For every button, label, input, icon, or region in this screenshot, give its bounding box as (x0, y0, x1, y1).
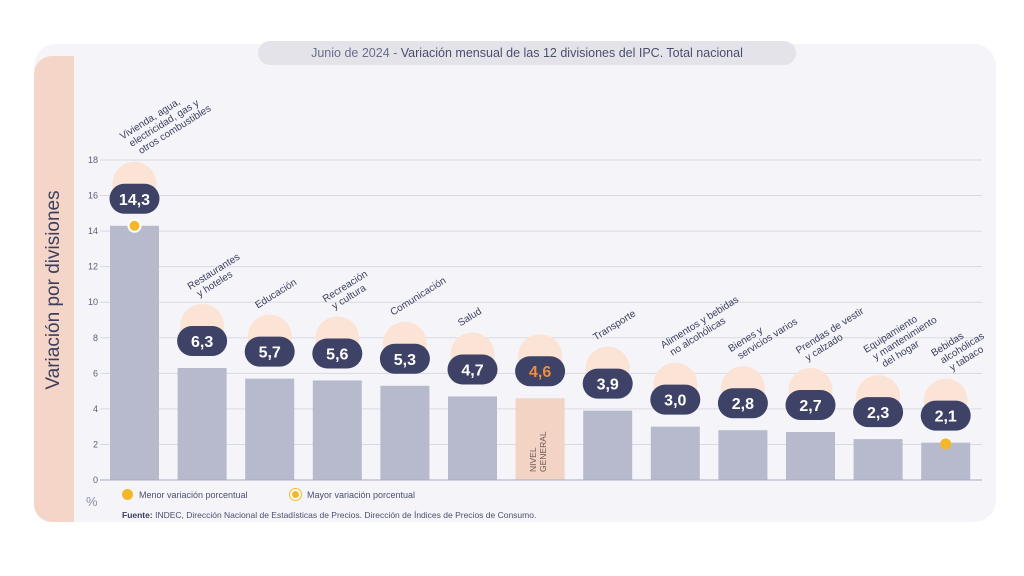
bar (650, 426, 700, 480)
source-note: Fuente: INDEC, Dirección Nacional de Est… (122, 510, 536, 520)
source-text: INDEC, Dirección Nacional de Estadística… (155, 510, 537, 520)
value-badge (109, 183, 160, 214)
value-badge (785, 390, 836, 420)
data-label: 4,7 (461, 362, 483, 379)
bar (515, 398, 565, 480)
bar (583, 410, 633, 480)
min-marker-icon (122, 489, 133, 500)
data-label: 2,1 (935, 409, 957, 426)
legend-min: Menor variación porcentual (122, 489, 248, 500)
bar (177, 368, 227, 480)
data-label: 5,7 (259, 345, 281, 362)
bar (110, 225, 159, 480)
data-label: 2,7 (799, 398, 821, 415)
title-prefix: Junio de 2024 - (311, 46, 401, 60)
max-marker-icon (290, 489, 301, 500)
y-tick-label: 4 (93, 404, 98, 414)
category-label: Vivienda, agua,electricidad, gas yotros … (118, 97, 213, 157)
legend-max-label: Mayor variación porcentual (307, 489, 416, 500)
data-label: 2,8 (732, 396, 754, 413)
source-label: Fuente: (122, 510, 153, 520)
data-label: 4,6 (529, 364, 551, 381)
title-main: Variación mensual de las 12 divisiones d… (400, 46, 743, 60)
value-badge (920, 400, 971, 431)
data-label: 6,3 (191, 334, 213, 351)
value-badge (379, 343, 430, 374)
value-badge (447, 354, 498, 385)
y-axis-band (34, 56, 74, 522)
value-badge (650, 384, 701, 415)
data-label: 3,9 (597, 377, 619, 394)
value-badge (582, 368, 633, 399)
value-badge (244, 336, 295, 367)
bar (245, 378, 295, 480)
y-tick-label: 6 (93, 368, 98, 378)
bar (312, 380, 362, 480)
y-tick-label: 2 (93, 439, 98, 449)
value-badge (515, 356, 566, 387)
category-label-line: Salud (456, 306, 484, 329)
category-label-line: Educación (253, 277, 298, 311)
y-tick-label: 18 (88, 155, 98, 165)
category-label-line: GENERAL (538, 431, 548, 472)
unit-label: % (86, 494, 98, 509)
data-label: 2,3 (867, 405, 889, 422)
y-tick-label: 12 (88, 262, 98, 272)
y-tick-label: 10 (88, 297, 98, 307)
category-label-line: Comunicación (389, 275, 449, 318)
data-label: 5,6 (326, 346, 348, 363)
data-label: 5,3 (394, 352, 416, 369)
y-tick-label: 16 (88, 191, 98, 201)
value-badge (177, 326, 228, 356)
category-label-line: Alimentos y bebidas (659, 294, 741, 351)
category-label: Educación (253, 277, 298, 311)
bar (786, 432, 835, 480)
bar (380, 385, 430, 480)
min-marker (940, 438, 952, 450)
y-tick-label: 8 (93, 333, 98, 343)
value-badge (853, 397, 904, 428)
data-label: 14,3 (119, 192, 150, 209)
data-label: 3,0 (664, 393, 686, 410)
category-label-line: NIVEL (528, 447, 538, 472)
max-marker (127, 218, 142, 233)
value-badge (312, 338, 363, 369)
category-label: Salud (456, 306, 484, 329)
category-label: Comunicación (389, 275, 449, 318)
legend-min-label: Menor variación porcentual (139, 489, 248, 500)
y-tick-label: 14 (88, 226, 98, 236)
legend-max: Mayor variación porcentual (290, 489, 415, 500)
value-badge (717, 388, 768, 419)
y-tick-label: 0 (93, 475, 98, 485)
chart-title: Junio de 2024 - Variación mensual de las… (258, 41, 796, 65)
bar (853, 439, 903, 480)
bar (718, 430, 768, 480)
bar (448, 396, 497, 480)
category-label: NIVEL GENERAL (528, 431, 548, 472)
